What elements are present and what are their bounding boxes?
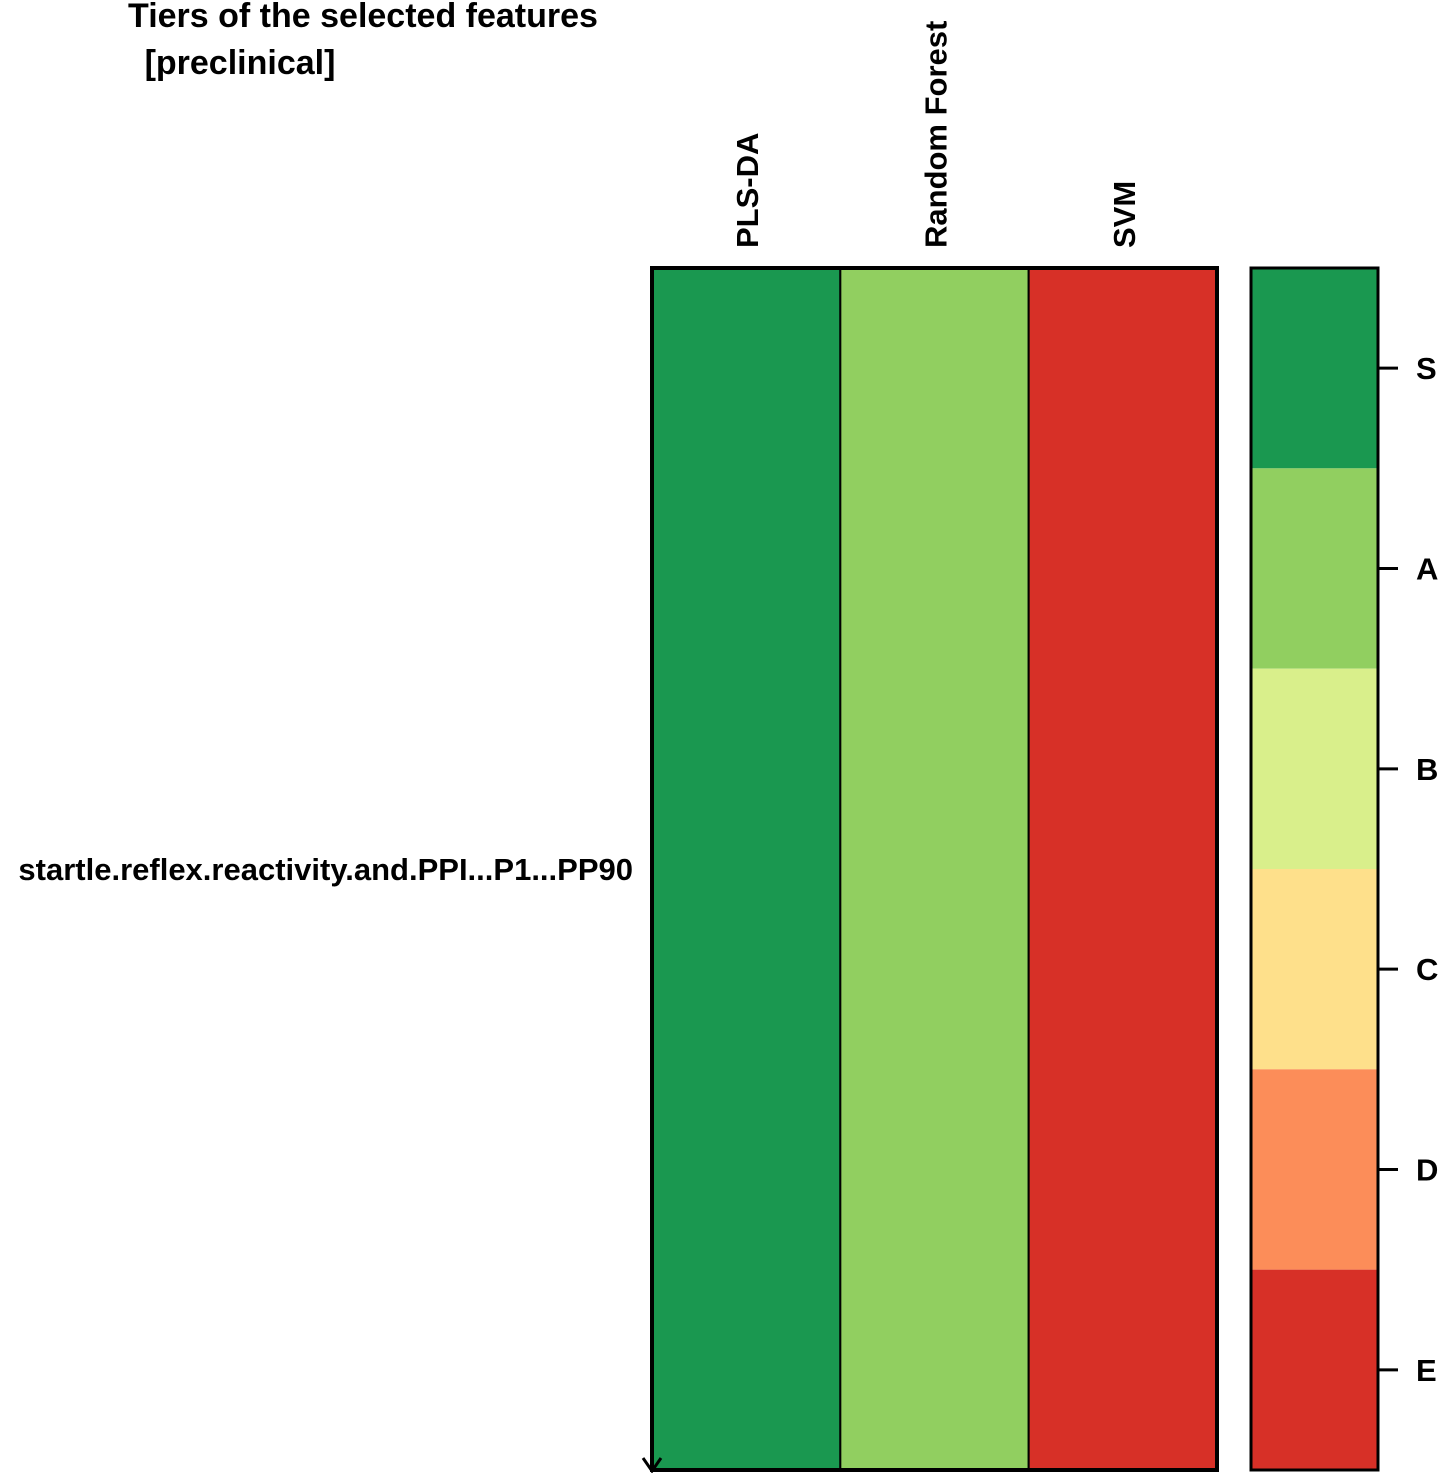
- column-labels: PLS-DA Random Forest SVM: [730, 21, 1142, 248]
- legend-swatch-d: [1251, 1069, 1378, 1270]
- legend-label-d: D: [1416, 1153, 1438, 1188]
- heatmap-border: [650, 266, 1219, 1472]
- legend-swatch-e: [1251, 1269, 1378, 1470]
- heatmap-cell-svm-e: [1027, 267, 1218, 1471]
- tier-legend: S A B C D E: [1249, 266, 1438, 1472]
- legend-label-c: C: [1416, 952, 1438, 987]
- legend-label-s: S: [1416, 351, 1437, 386]
- column-label-random-forest: Random Forest: [919, 21, 954, 248]
- legend-swatch-s: [1251, 268, 1378, 469]
- column-label-svm: SVM: [1107, 181, 1142, 248]
- row-labels: startle.reflex.reactivity.and.PPI...P1..…: [18, 852, 633, 887]
- heatmap-cell-random-forest-a: [839, 267, 1030, 1471]
- legend-label-a: A: [1416, 552, 1438, 587]
- heatmap-cell-pls-da-s: [651, 267, 842, 1471]
- chart-title: Tiers of the selected features: [128, 0, 598, 35]
- row-label: startle.reflex.reactivity.and.PPI...P1..…: [18, 852, 633, 887]
- legend-border: [1249, 266, 1380, 1472]
- legend-swatch-b: [1251, 668, 1378, 869]
- column-label-pls-da: PLS-DA: [730, 133, 765, 248]
- legend-swatch-c: [1251, 869, 1378, 1070]
- chart-subtitle: [preclinical]: [145, 44, 336, 82]
- origin-arrow-marker: [641, 1450, 663, 1473]
- legend-swatch-a: [1251, 468, 1378, 669]
- legend-label-b: B: [1416, 752, 1438, 787]
- legend-label-e: E: [1416, 1353, 1437, 1388]
- heatmap-cells: [651, 267, 1218, 1471]
